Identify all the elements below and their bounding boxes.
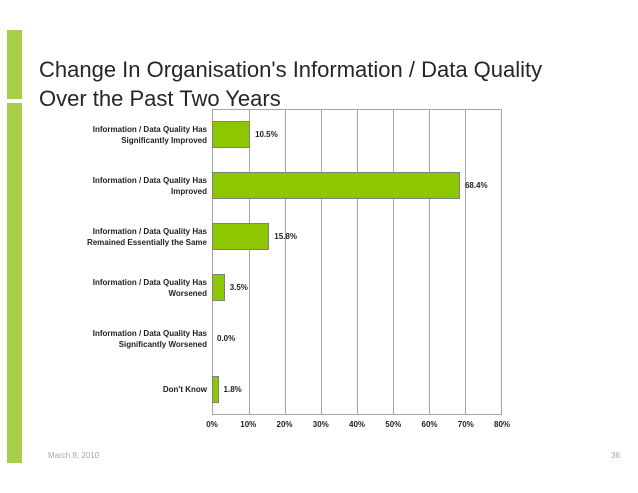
- category-axis: Information / Data Quality Has Significa…: [78, 109, 207, 415]
- x-tick-label: 40%: [348, 420, 366, 429]
- gridline: [285, 110, 286, 414]
- bar-row: 3.5%: [212, 262, 502, 313]
- category-label: Information / Data Quality Has Remained …: [86, 226, 207, 247]
- bar-row: 0.0%: [212, 313, 502, 364]
- x-tick-label: 0%: [206, 420, 218, 429]
- category-label: Information / Data Quality Has Significa…: [92, 328, 207, 349]
- x-tick-label: 20%: [276, 420, 293, 429]
- accent-bar-bottom: [7, 103, 22, 463]
- gridline: [465, 110, 466, 414]
- slide-title: Change In Organisation's Information / D…: [39, 56, 543, 111]
- footer-date: March 8, 2010: [48, 451, 100, 460]
- category-label: Information / Data Quality Has Significa…: [92, 124, 207, 145]
- gridline: [357, 110, 358, 414]
- value-label: 3.5%: [229, 283, 248, 292]
- plot-area: [212, 109, 502, 415]
- gridline: [429, 110, 430, 414]
- x-tick-label: 60%: [421, 420, 438, 429]
- page-number: 36: [611, 451, 620, 460]
- x-tick-label: 70%: [457, 420, 474, 429]
- bar: [212, 121, 251, 148]
- category-label: Don't Know: [162, 385, 207, 394]
- category-label: Information / Data Quality Has Improved: [92, 175, 207, 196]
- x-tick-label: 10%: [240, 420, 257, 429]
- x-tick-label: 80%: [493, 420, 511, 429]
- bars-layer: 10.5% 68.4% 15.8% 3.5% 0.0% 1.8%: [212, 109, 502, 415]
- x-tick-label: 30%: [312, 420, 329, 429]
- value-label: 10.5%: [255, 130, 278, 139]
- bar-row: 68.4%: [212, 160, 502, 211]
- value-label: 1.8%: [223, 385, 242, 394]
- x-axis: 0% 10% 20% 30% 40% 50% 60% 70% 80%: [206, 420, 510, 434]
- gridline: [393, 110, 394, 414]
- bar: [212, 223, 270, 250]
- bar-row: 1.8%: [212, 364, 502, 415]
- gridline: [321, 110, 322, 414]
- bar-row: 15.8%: [212, 211, 502, 262]
- x-tick-label: 50%: [385, 420, 402, 429]
- bar: [212, 376, 219, 403]
- bar-row: 10.5%: [212, 109, 502, 160]
- bar: [212, 172, 460, 199]
- gridline: [249, 110, 250, 414]
- value-label: 0.0%: [217, 334, 236, 343]
- value-label: 68.4%: [464, 181, 488, 190]
- category-label: Information / Data Quality Has Worsened: [92, 277, 207, 298]
- accent-bar-top: [7, 30, 22, 99]
- value-label: 15.8%: [274, 232, 297, 241]
- bar: [212, 274, 225, 301]
